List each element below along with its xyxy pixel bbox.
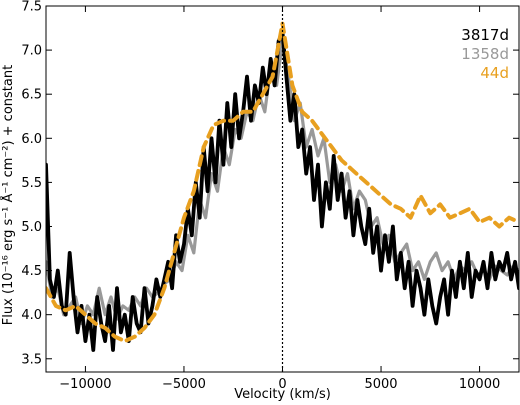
y-tick-label: 4.0 bbox=[21, 308, 42, 323]
plot-area bbox=[45, 5, 520, 373]
legend-entry-1358d: 1358d bbox=[461, 45, 509, 63]
x-tick-label: 10000 bbox=[459, 377, 500, 392]
x-tick-label: −5000 bbox=[162, 377, 206, 392]
y-axis-label: Flux (10⁻¹⁶ erg s⁻¹ Å⁻¹ cm⁻²) + constant bbox=[0, 65, 16, 325]
y-tick-label: 7.0 bbox=[21, 44, 42, 59]
y-tick-label: 4.5 bbox=[21, 264, 42, 279]
x-tick-label: 0 bbox=[278, 377, 286, 392]
y-tick-label: 6.5 bbox=[21, 88, 42, 103]
legend-entry-3817d: 3817d bbox=[461, 26, 509, 44]
y-tick-label: 5.5 bbox=[21, 176, 42, 191]
y-tick-label: 3.5 bbox=[21, 352, 42, 367]
y-tick-label: 7.5 bbox=[21, 0, 42, 15]
y-tick-label: 5.0 bbox=[21, 220, 42, 235]
x-tick-label: −10000 bbox=[59, 377, 111, 392]
y-axis-ticks: 3.5 4.0 4.5 5.0 5.5 6.0 6.5 7.0 7.5 bbox=[21, 0, 519, 367]
x-tick-label: 5000 bbox=[364, 377, 397, 392]
legend-entry-44d: 44d bbox=[480, 64, 509, 82]
y-tick-label: 6.0 bbox=[21, 132, 42, 147]
x-axis-label: Velocity (km/s) bbox=[234, 387, 331, 402]
x-axis-ticks: −10000 −5000 0 5000 10000 bbox=[59, 6, 500, 392]
